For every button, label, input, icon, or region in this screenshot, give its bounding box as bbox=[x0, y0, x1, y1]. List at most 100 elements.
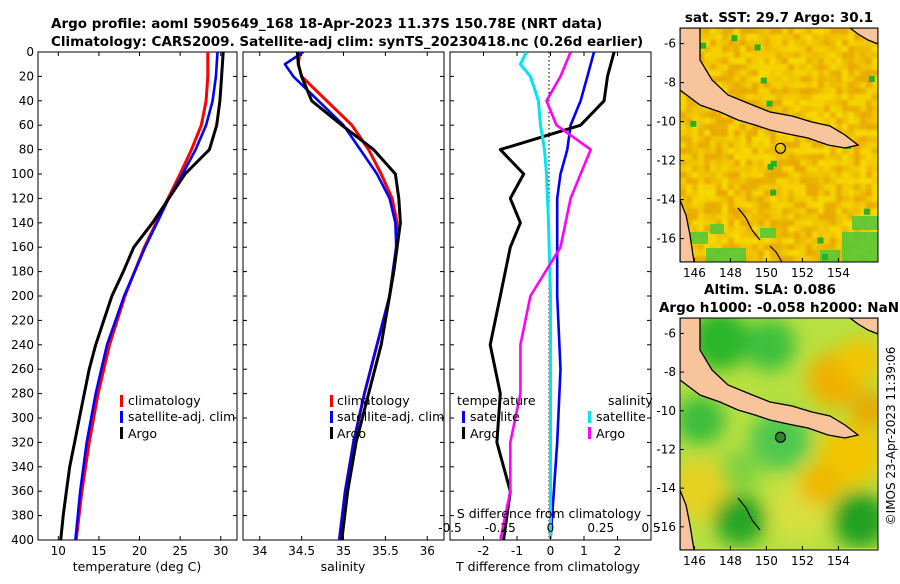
sst-cell bbox=[824, 172, 830, 178]
sst-cell bbox=[734, 214, 740, 220]
map-x-tick-label: 154 bbox=[827, 266, 850, 280]
sst-cell bbox=[860, 124, 866, 130]
sst-cell bbox=[704, 154, 710, 160]
sst-cell bbox=[866, 166, 872, 172]
sst-cell bbox=[770, 244, 776, 250]
sst-cell bbox=[722, 172, 728, 178]
sst-cell bbox=[854, 82, 860, 88]
sst-cool-patch bbox=[690, 232, 708, 244]
sst-cell bbox=[776, 202, 782, 208]
sst-cell bbox=[818, 178, 824, 184]
sst-cell bbox=[734, 28, 740, 34]
new-britain-land bbox=[848, 28, 878, 45]
sst-cell bbox=[692, 112, 698, 118]
sst-cell bbox=[746, 76, 752, 82]
sst-cell bbox=[716, 244, 722, 250]
sst-cell bbox=[794, 160, 800, 166]
legend-swatch-argo bbox=[330, 427, 333, 439]
sst-cell bbox=[806, 208, 812, 214]
australia-land bbox=[680, 199, 695, 262]
sst-cell bbox=[764, 154, 770, 160]
legend-label-s-argo: Argo bbox=[596, 426, 625, 441]
sst-cell bbox=[854, 160, 860, 166]
sst-cell bbox=[752, 88, 758, 94]
sst-cell bbox=[794, 202, 800, 208]
sst-cell bbox=[836, 178, 842, 184]
sst-cell bbox=[698, 142, 704, 148]
sst-cell bbox=[854, 88, 860, 94]
sst-cell bbox=[872, 142, 878, 148]
sst-cell bbox=[818, 190, 824, 196]
sst-cell bbox=[860, 88, 866, 94]
sst-cell bbox=[734, 184, 740, 190]
sst-cell bbox=[860, 208, 866, 214]
sst-cell bbox=[704, 202, 710, 208]
sst-cell bbox=[680, 172, 686, 178]
sst-cell bbox=[728, 124, 734, 130]
sst-cell bbox=[812, 106, 818, 112]
sst-cell bbox=[872, 178, 878, 184]
sst-cell bbox=[842, 52, 848, 58]
sst-cell bbox=[746, 208, 752, 214]
sst-cell bbox=[728, 58, 734, 64]
sst-cell bbox=[746, 40, 752, 46]
sst-cell bbox=[764, 250, 770, 256]
sst-cell bbox=[698, 184, 704, 190]
sst-cell bbox=[716, 172, 722, 178]
sst-cell bbox=[776, 172, 782, 178]
sst-cell bbox=[848, 94, 854, 100]
sst-cell bbox=[734, 226, 740, 232]
sst-cell bbox=[812, 190, 818, 196]
sst-cell bbox=[782, 226, 788, 232]
title-line-1: Argo profile: aoml 5905649_168 18-Apr-20… bbox=[51, 16, 602, 32]
sst-cell bbox=[758, 70, 764, 76]
sst-cell bbox=[818, 76, 824, 82]
sst-cell bbox=[692, 172, 698, 178]
sst-cell bbox=[860, 70, 866, 76]
sst-cell bbox=[752, 238, 758, 244]
map-y-tick-label: -14 bbox=[656, 193, 676, 207]
sst-cell bbox=[806, 94, 812, 100]
sst-cell bbox=[836, 160, 842, 166]
sst-cell bbox=[806, 52, 812, 58]
sst-cell bbox=[782, 232, 788, 238]
sst-cell bbox=[830, 160, 836, 166]
sst-cell bbox=[830, 184, 836, 190]
sst-cell bbox=[770, 178, 776, 184]
sst-cell bbox=[800, 190, 806, 196]
sst-cell bbox=[710, 148, 716, 154]
sst-cell bbox=[704, 106, 710, 112]
sst-cell bbox=[848, 34, 854, 40]
sst-cell bbox=[740, 64, 746, 70]
sst-cell bbox=[746, 214, 752, 220]
sst-cell bbox=[722, 52, 728, 58]
sst-cell bbox=[824, 94, 830, 100]
sst-cell bbox=[776, 82, 782, 88]
sst-cell bbox=[716, 166, 722, 172]
sst-cell bbox=[818, 106, 824, 112]
sst-cell bbox=[776, 208, 782, 214]
sst-cell bbox=[866, 106, 872, 112]
sst-cell bbox=[854, 130, 860, 136]
sst-cell bbox=[734, 82, 740, 88]
sst-cell bbox=[716, 148, 722, 154]
sst-cell bbox=[680, 154, 686, 160]
sst-cell bbox=[722, 232, 728, 238]
sst-cell bbox=[746, 124, 752, 130]
sst-cell bbox=[794, 190, 800, 196]
sst-cell bbox=[698, 124, 704, 130]
x-tick-label-top: -0.5 bbox=[438, 521, 461, 535]
sst-cell bbox=[752, 232, 758, 238]
sst-cell bbox=[830, 70, 836, 76]
legend-title-temperature: temperature bbox=[457, 393, 536, 408]
sst-cell bbox=[746, 184, 752, 190]
sst-cell bbox=[806, 232, 812, 238]
sst-cell bbox=[800, 70, 806, 76]
sst-cell bbox=[794, 178, 800, 184]
x-tick-label: 36 bbox=[420, 544, 435, 558]
sst-cell bbox=[716, 208, 722, 214]
sst-cell bbox=[722, 130, 728, 136]
sst-cell bbox=[716, 46, 722, 52]
sst-cell bbox=[752, 184, 758, 190]
sst-cell bbox=[716, 76, 722, 82]
